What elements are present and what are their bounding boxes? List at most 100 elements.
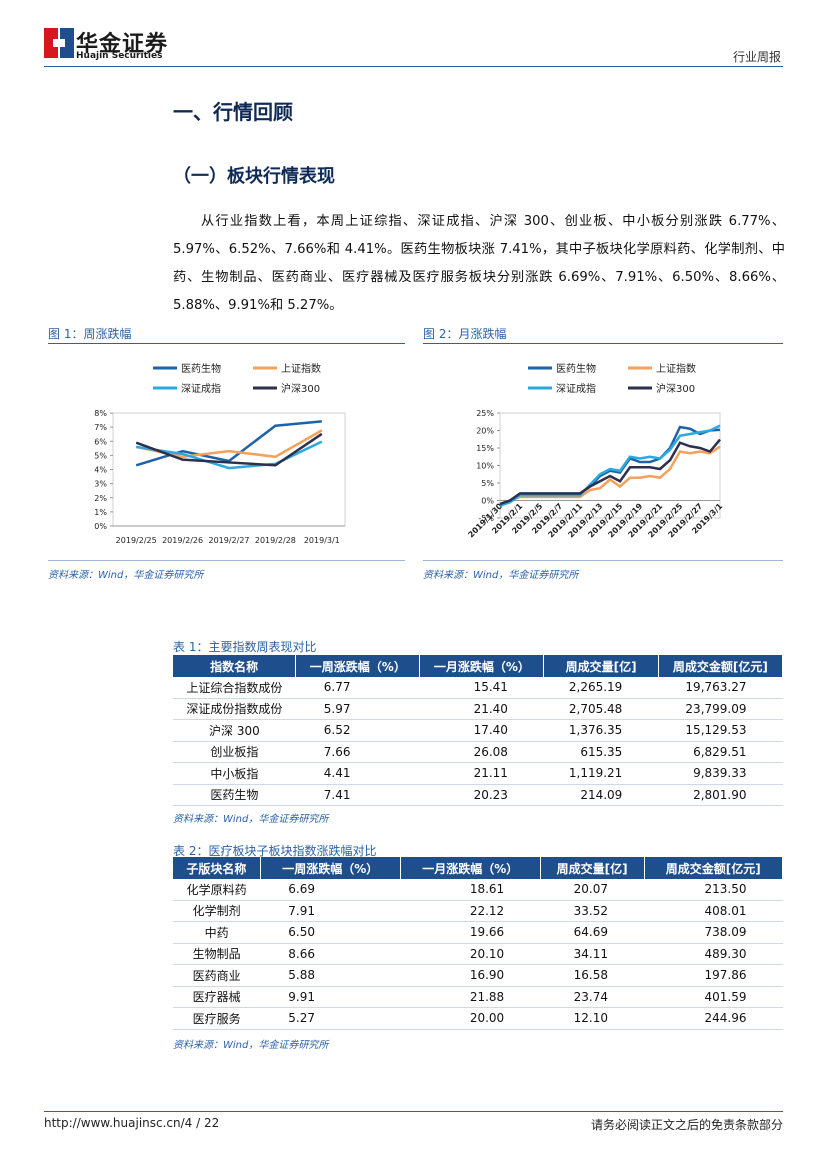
table-cell: 中药	[173, 921, 261, 944]
y-tick-label: 15%	[476, 444, 494, 453]
table-cell: 244.96	[644, 1007, 783, 1030]
series-line	[135, 432, 323, 467]
table-cell: 64.69	[540, 921, 645, 944]
table-cell: 615.35	[543, 741, 659, 763]
y-tick-label: 10%	[476, 462, 494, 471]
subheading: （一）板块行情表现	[173, 166, 335, 187]
legend-label: 上证指数	[656, 362, 696, 375]
table: 子版块名称 一周涨跌幅（%） 一月涨跌幅（%） 周成交量[亿] 周成交金额[亿元] 化学原…	[173, 857, 784, 1030]
table-cell: 7.66	[295, 741, 420, 763]
y-tick-label: 0%	[481, 497, 494, 506]
table-cell: 中小板指	[173, 762, 296, 785]
table-cell: 489.30	[644, 943, 783, 965]
table-cell: 20.07	[540, 879, 645, 901]
table-cell: 2,705.48	[543, 698, 659, 720]
legend-label: 深证成指	[556, 382, 596, 395]
footer-url: http://www.huajinsc.cn/4 / 22	[44, 1116, 220, 1130]
series-line	[499, 424, 721, 507]
table-cell: 2,801.90	[658, 784, 783, 806]
column-header: 周成交金额[亿元]	[658, 655, 784, 677]
table-cell: 19,763.27	[658, 677, 783, 699]
table-cell: 医药商业	[173, 964, 261, 987]
series-line	[499, 438, 721, 506]
table-caption: 表 2：医疗板块子板块指数涨跌幅对比	[173, 844, 377, 858]
table-cell: 21.40	[419, 698, 544, 720]
brand: 华金证券	[76, 32, 169, 57]
table-row: 医疗服务 5.27 20.00 12.10 244.96	[173, 1007, 783, 1030]
table-cell: 8.66	[260, 943, 401, 965]
table-cell: 19.66	[400, 921, 541, 944]
table-cell: 1,376.35	[543, 719, 659, 742]
figure-caption: 图 2：月涨跌幅	[423, 327, 507, 341]
table-row: 医药商业 5.88 16.90 16.58 197.86	[173, 964, 783, 987]
y-tick-label: 2%	[94, 494, 107, 503]
table-cell: 16.90	[400, 964, 541, 987]
table-caption: 表 1：主要指数周表现对比	[173, 640, 317, 654]
header-row: 指数名称 一周涨跌幅（%） 一月涨跌幅（%） 周成交量[亿] 周成交金额[亿元]	[173, 655, 784, 677]
table-cell: 22.12	[400, 900, 541, 922]
column-header: 周成交量[亿]	[540, 857, 645, 879]
header-row: 子版块名称 一周涨跌幅（%） 一月涨跌幅（%） 周成交量[亿] 周成交金额[亿元]	[173, 857, 784, 879]
column-header: 一月涨跌幅（%）	[400, 857, 541, 879]
table-cell: 7.41	[295, 784, 420, 806]
source-rule	[423, 560, 783, 561]
table-cell: 6.77	[295, 677, 420, 699]
column-header: 一周涨跌幅（%）	[260, 857, 401, 879]
y-tick-label: 6%	[94, 437, 107, 446]
table-cell: 6.69	[260, 879, 401, 901]
series-line	[135, 420, 322, 467]
table-cell: 5.27	[260, 1007, 401, 1030]
table-cell: 6,829.51	[658, 741, 783, 763]
table-cell: 化学原料药	[173, 879, 261, 901]
figure-caption: 图 1：周涨跌幅	[48, 327, 132, 341]
x-tick-label: 2019/2/28	[255, 536, 296, 545]
table-cell: 深证成份指数成份	[173, 698, 296, 720]
source-rule	[48, 560, 405, 561]
column-header: 周成交金额[亿元]	[644, 857, 784, 879]
y-tick-label: 8%	[94, 409, 107, 418]
footer-disclaimer: 请务必阅读正文之后的免责条款部分	[590, 1118, 783, 1132]
table-cell: 738.09	[644, 921, 783, 944]
table-row: 上证综合指数成份 6.77 15.41 2,265.19 19,763.27	[173, 677, 783, 699]
y-tick-label: 4%	[94, 466, 107, 475]
y-tick-label: 1%	[94, 508, 107, 517]
table-cell: 15.41	[419, 677, 544, 699]
heading: 一、行情回顾	[173, 100, 293, 124]
figure-source: 资料来源：Wind，华金证券研究所	[423, 570, 579, 581]
legend-label: 医药生物	[556, 362, 596, 375]
table-cell: 5.88	[260, 964, 401, 987]
legend-label: 上证指数	[281, 362, 321, 375]
table-cell: 9,839.33	[658, 762, 783, 785]
table-row: 创业板指 7.66 26.08 615.35 6,829.51	[173, 741, 783, 763]
column-header: 周成交量[亿]	[543, 655, 659, 677]
table-row: 深证成份指数成份 5.97 21.40 2,705.48 23,799.09	[173, 698, 783, 720]
x-tick-label: 2019/2/26	[162, 536, 203, 545]
y-tick-label: 7%	[94, 423, 107, 432]
table-row: 中药 6.50 19.66 64.69 738.09	[173, 921, 783, 944]
table-cell: 沪深 300	[173, 719, 296, 742]
caption-rule	[423, 343, 783, 344]
table-cell: 16.58	[540, 964, 645, 987]
legend-label: 沪深300	[281, 382, 320, 395]
figure-source: 资料来源：Wind，华金证券研究所	[48, 570, 204, 581]
table-cell: 2,265.19	[543, 677, 659, 699]
table-cell: 401.59	[644, 986, 783, 1008]
table-cell: 4.41	[295, 762, 420, 785]
plot-border	[112, 412, 346, 527]
series-line	[499, 445, 721, 506]
paragraph: 从行业指数上看，本周上证综指、深证成指、沪深 300、创业板、中小板分别涨跌 6…	[173, 214, 785, 313]
table-cell: 23.74	[540, 986, 645, 1008]
table-cell: 18.61	[400, 879, 541, 901]
report-type: 行业周报	[732, 50, 781, 64]
header-rule	[44, 66, 783, 67]
table: 指数名称 一周涨跌幅（%） 一月涨跌幅（%） 周成交量[亿] 周成交金额[亿元] 上证综合…	[173, 655, 784, 806]
column-header: 一月涨跌幅（%）	[419, 655, 545, 677]
table-cell: 20.10	[400, 943, 541, 965]
y-tick-label: 25%	[476, 409, 494, 418]
table-row: 中小板指 4.41 21.11 1,119.21 9,839.33	[173, 762, 783, 785]
table-cell: 医药生物	[173, 784, 296, 806]
x-tick-label: 2019/3/1	[304, 536, 340, 545]
table-cell: 化学制剂	[173, 900, 261, 922]
y-tick-label: 3%	[94, 480, 107, 489]
